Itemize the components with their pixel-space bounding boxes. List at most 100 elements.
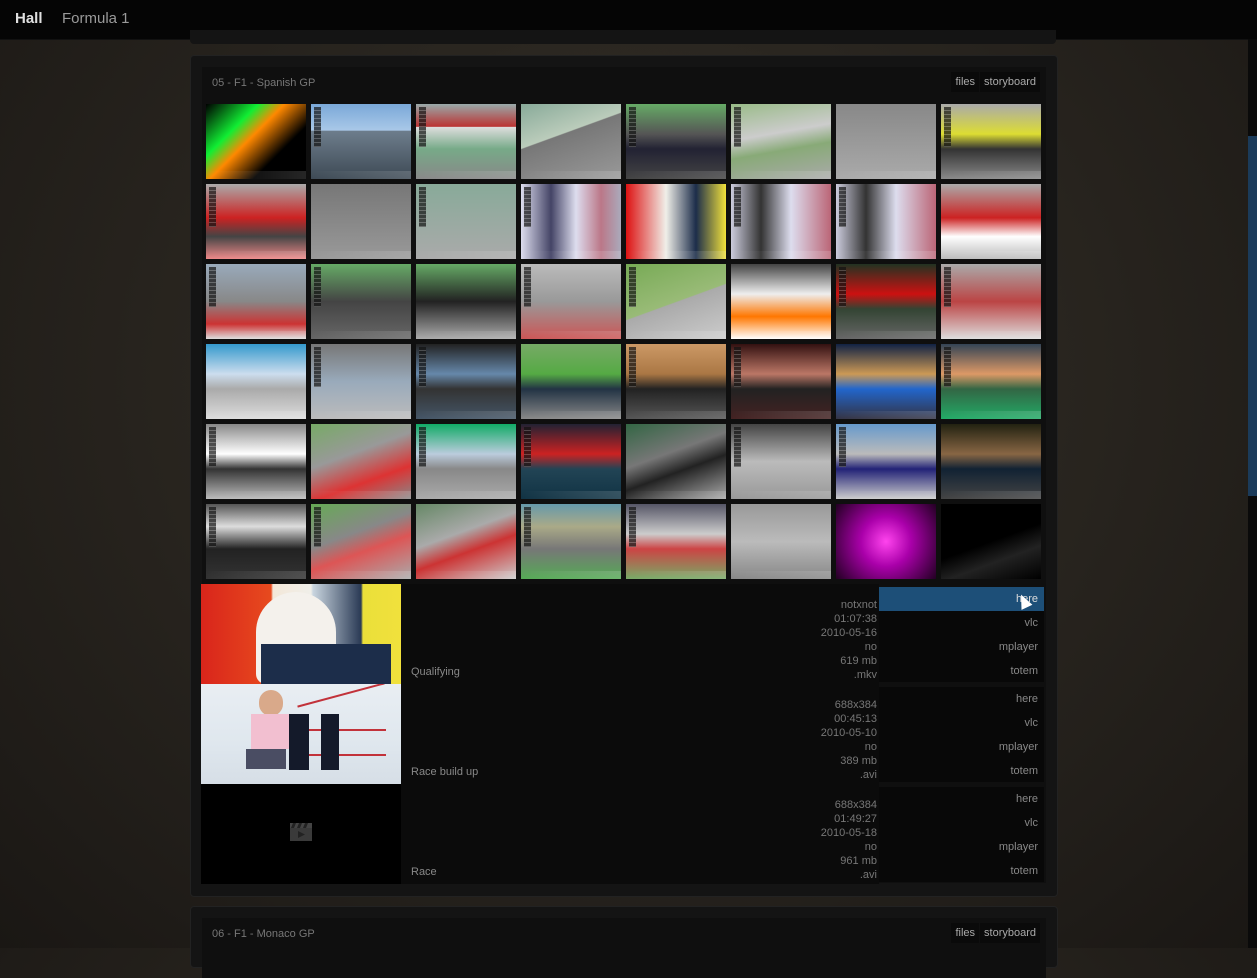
storyboard-thumbnail[interactable] bbox=[311, 424, 411, 499]
storyboard-thumbnail[interactable] bbox=[206, 424, 306, 499]
thumbnail-lower-third bbox=[206, 491, 306, 499]
storyboard-thumbnail[interactable] bbox=[206, 184, 306, 259]
storyboard-thumbnail[interactable] bbox=[521, 504, 621, 579]
thumbnail-lower-third bbox=[521, 571, 621, 579]
thumbnail-lower-third bbox=[311, 331, 411, 339]
storyboard-thumbnail[interactable] bbox=[521, 184, 621, 259]
storyboard-thumbnail[interactable] bbox=[626, 344, 726, 419]
storyboard-thumbnail[interactable] bbox=[836, 184, 936, 259]
play-here-action[interactable]: here bbox=[879, 587, 1044, 611]
storyboard-thumbnail[interactable] bbox=[626, 504, 726, 579]
play-vlc-action[interactable]: vlc bbox=[1024, 717, 1038, 729]
storyboard-link[interactable]: storyboard bbox=[980, 923, 1040, 943]
storyboard-thumbnail[interactable] bbox=[626, 184, 726, 259]
file-date: 2010-05-10 bbox=[820, 727, 877, 739]
breadcrumb-formula1[interactable]: Formula 1 bbox=[62, 10, 130, 27]
storyboard-thumbnail[interactable] bbox=[416, 504, 516, 579]
timing-tower-overlay bbox=[734, 347, 741, 387]
play-totem-action[interactable]: totem bbox=[1010, 865, 1038, 877]
storyboard-thumbnail[interactable] bbox=[311, 504, 411, 579]
files-link[interactable]: files bbox=[951, 923, 980, 943]
file-preview[interactable] bbox=[201, 784, 401, 884]
file-row: Race build up 688x384 00:45:13 2010-05-1… bbox=[201, 684, 1044, 784]
play-here-action[interactable]: here bbox=[1015, 693, 1038, 705]
storyboard-thumbnail[interactable] bbox=[626, 264, 726, 339]
storyboard-thumbnail[interactable] bbox=[731, 184, 831, 259]
play-vlc-action[interactable]: vlc bbox=[1024, 817, 1038, 829]
play-totem-action[interactable]: totem bbox=[1010, 665, 1038, 677]
storyboard-thumbnail[interactable] bbox=[206, 504, 306, 579]
storyboard-thumbnail[interactable] bbox=[836, 104, 936, 179]
files-link[interactable]: files bbox=[951, 72, 980, 92]
thumbnail-lower-third bbox=[836, 411, 936, 419]
storyboard-thumbnail[interactable] bbox=[731, 504, 831, 579]
storyboard-thumbnail[interactable] bbox=[941, 264, 1041, 339]
storyboard-thumbnail[interactable] bbox=[836, 424, 936, 499]
storyboard-thumbnail[interactable] bbox=[521, 104, 621, 179]
storyboard-thumbnail[interactable] bbox=[731, 424, 831, 499]
thumbnail-lower-third bbox=[521, 331, 621, 339]
file-info[interactable]: Race 688x384 01:49:27 2010-05-18 no 961 … bbox=[401, 784, 879, 884]
thumbnail-lower-third bbox=[836, 331, 936, 339]
storyboard-thumbnail[interactable] bbox=[521, 424, 621, 499]
thumbnail-lower-third bbox=[311, 251, 411, 259]
storyboard-thumbnail[interactable] bbox=[731, 104, 831, 179]
storyboard-thumbnail[interactable] bbox=[311, 344, 411, 419]
storyboard-thumbnail[interactable] bbox=[626, 104, 726, 179]
thumbnail-lower-third bbox=[941, 411, 1041, 419]
thumbnail-lower-third bbox=[731, 331, 831, 339]
play-mplayer-action[interactable]: mplayer bbox=[998, 841, 1038, 853]
storyboard-thumbnail[interactable] bbox=[416, 424, 516, 499]
storyboard-thumbnail[interactable] bbox=[836, 504, 936, 579]
storyboard-thumbnail[interactable] bbox=[941, 104, 1041, 179]
timing-tower-overlay bbox=[944, 107, 951, 147]
play-totem-action[interactable]: totem bbox=[1010, 765, 1038, 777]
storyboard-thumbnail[interactable] bbox=[941, 344, 1041, 419]
file-preview[interactable] bbox=[201, 584, 401, 684]
storyboard-thumbnail[interactable] bbox=[731, 264, 831, 339]
thumbnail-lower-third bbox=[941, 251, 1041, 259]
storyboard-thumbnail[interactable] bbox=[416, 264, 516, 339]
storyboard-thumbnail[interactable] bbox=[206, 344, 306, 419]
timing-tower-overlay bbox=[209, 267, 216, 307]
brand-link[interactable]: Hall bbox=[15, 10, 43, 27]
storyboard-thumbnail[interactable] bbox=[206, 104, 306, 179]
play-vlc-action[interactable]: vlc bbox=[1024, 617, 1038, 629]
file-preview[interactable] bbox=[201, 684, 401, 784]
file-flag: no bbox=[864, 841, 877, 853]
thumbnail-lower-third bbox=[206, 331, 306, 339]
storyboard-thumbnail[interactable] bbox=[626, 424, 726, 499]
play-mplayer-action[interactable]: mplayer bbox=[998, 641, 1038, 653]
storyboard-thumbnail[interactable] bbox=[206, 264, 306, 339]
storyboard-thumbnail[interactable] bbox=[416, 344, 516, 419]
storyboard-thumbnail[interactable] bbox=[941, 504, 1041, 579]
storyboard-thumbnail[interactable] bbox=[311, 264, 411, 339]
thumbnail-lower-third bbox=[941, 491, 1041, 499]
storyboard-link[interactable]: storyboard bbox=[980, 72, 1040, 92]
storyboard-thumbnail[interactable] bbox=[521, 264, 621, 339]
file-info[interactable]: Race build up 688x384 00:45:13 2010-05-1… bbox=[401, 684, 879, 784]
play-here-action[interactable]: here bbox=[1015, 793, 1038, 805]
storyboard-thumbnail[interactable] bbox=[311, 184, 411, 259]
play-mplayer-action[interactable]: mplayer bbox=[998, 741, 1038, 753]
thumbnail-lower-third bbox=[416, 491, 516, 499]
storyboard-thumbnail[interactable] bbox=[416, 184, 516, 259]
storyboard-thumbnail[interactable] bbox=[521, 344, 621, 419]
storyboard-thumbnail[interactable] bbox=[311, 104, 411, 179]
timing-tower-overlay bbox=[734, 107, 741, 147]
storyboard-thumbnail[interactable] bbox=[836, 344, 936, 419]
storyboard-thumbnail[interactable] bbox=[836, 264, 936, 339]
file-name: Race bbox=[411, 866, 437, 878]
storyboard-thumbnail[interactable] bbox=[941, 184, 1041, 259]
page-scrollbar-thumb[interactable] bbox=[1248, 136, 1257, 496]
play-actions: here vlc mplayer totem bbox=[879, 587, 1044, 682]
storyboard-thumbnail[interactable] bbox=[941, 424, 1041, 499]
thumbnail-lower-third bbox=[731, 491, 831, 499]
storyboard-thumbnail[interactable] bbox=[731, 344, 831, 419]
file-resolution: 688x384 bbox=[834, 799, 877, 811]
file-date: 2010-05-18 bbox=[820, 827, 877, 839]
file-info[interactable]: Qualifying notxnot 01:07:38 2010-05-16 n… bbox=[401, 584, 879, 684]
timing-tower-overlay bbox=[734, 187, 741, 227]
storyboard-thumbnail[interactable] bbox=[416, 104, 516, 179]
thumbnail-lower-third bbox=[311, 571, 411, 579]
